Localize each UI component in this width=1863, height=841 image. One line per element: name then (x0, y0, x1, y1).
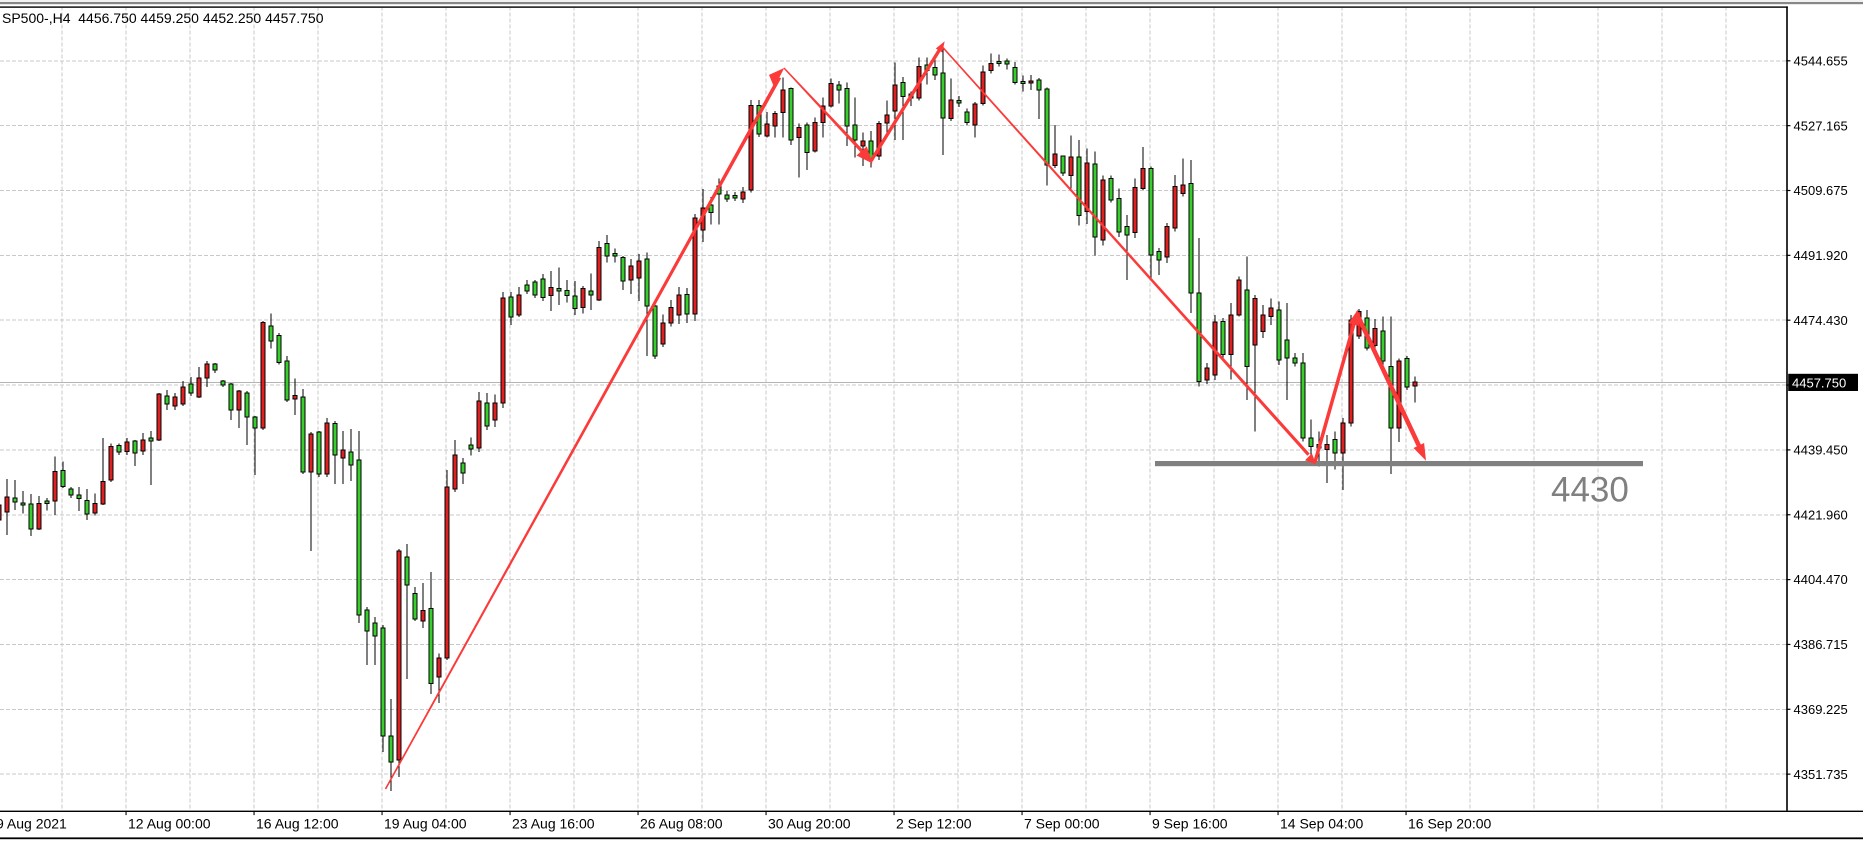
svg-text:9 Aug 2021: 9 Aug 2021 (0, 816, 67, 832)
svg-text:4439.450: 4439.450 (1794, 443, 1848, 458)
svg-text:9 Sep 16:00: 9 Sep 16:00 (1152, 816, 1228, 832)
svg-text:4421.960: 4421.960 (1794, 507, 1848, 522)
svg-text:4386.715: 4386.715 (1794, 637, 1848, 652)
svg-text:23 Aug 16:00: 23 Aug 16:00 (512, 816, 595, 832)
svg-text:30 Aug 20:00: 30 Aug 20:00 (768, 816, 851, 832)
svg-text:4544.655: 4544.655 (1794, 53, 1848, 68)
svg-text:4369.225: 4369.225 (1794, 702, 1848, 717)
svg-text:SP500-,H4 4456.750 4459.250 4: SP500-,H4 4456.750 4459.250 4452.250 445… (2, 10, 324, 26)
svg-text:12 Aug 00:00: 12 Aug 00:00 (128, 816, 211, 832)
svg-text:16 Sep 20:00: 16 Sep 20:00 (1408, 816, 1492, 832)
svg-text:2 Sep 12:00: 2 Sep 12:00 (896, 816, 972, 832)
svg-text:14 Sep 04:00: 14 Sep 04:00 (1280, 816, 1364, 832)
svg-text:7 Sep 00:00: 7 Sep 00:00 (1024, 816, 1100, 832)
svg-text:4404.470: 4404.470 (1794, 572, 1848, 587)
svg-text:4430: 4430 (1551, 471, 1629, 510)
svg-text:26 Aug 08:00: 26 Aug 08:00 (640, 816, 723, 832)
svg-text:4474.430: 4474.430 (1794, 313, 1848, 328)
svg-text:4509.675: 4509.675 (1794, 183, 1848, 198)
svg-text:16 Aug 12:00: 16 Aug 12:00 (256, 816, 339, 832)
svg-text:4351.735: 4351.735 (1794, 767, 1848, 782)
svg-text:4527.165: 4527.165 (1794, 118, 1848, 133)
svg-text:4457.750: 4457.750 (1792, 375, 1846, 390)
svg-text:4491.920: 4491.920 (1794, 248, 1848, 263)
svg-text:19 Aug 04:00: 19 Aug 04:00 (384, 816, 467, 832)
